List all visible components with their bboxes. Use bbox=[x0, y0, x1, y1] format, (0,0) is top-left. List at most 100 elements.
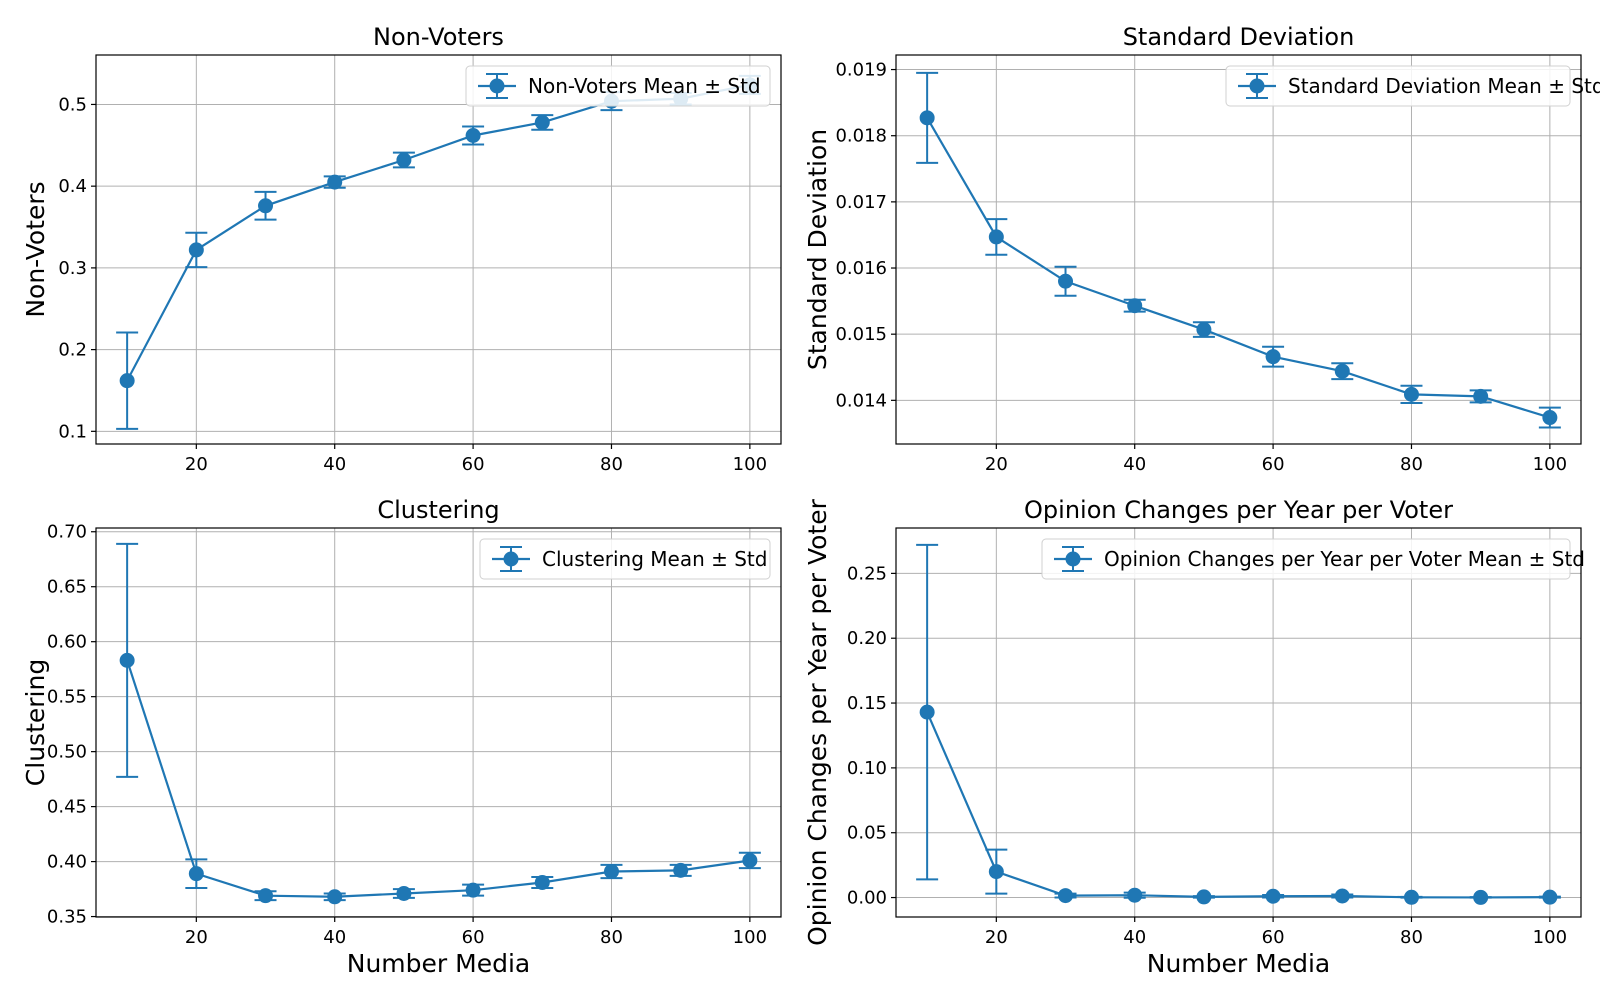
opinion-data-point-4 bbox=[1196, 889, 1212, 905]
clustering-data-point-9 bbox=[742, 852, 758, 868]
stddev-legend-label: Standard Deviation Mean ± Std bbox=[1288, 74, 1600, 98]
clustering-ylabel: Clustering bbox=[21, 659, 50, 786]
stddev-ytick-label-4: 0.018 bbox=[835, 126, 887, 147]
nonvoters-data-point-3 bbox=[327, 174, 343, 190]
opinion-ylabel: Opinion Changes per Year per Voter bbox=[803, 498, 832, 946]
opinion-title: Opinion Changes per Year per Voter bbox=[1024, 496, 1453, 524]
stddev-xtick-label-1: 40 bbox=[1123, 454, 1146, 475]
nonvoters-legend-label: Non-Voters Mean ± Std bbox=[528, 74, 761, 98]
nonvoters-xtick-label-4: 100 bbox=[733, 454, 767, 475]
clustering-legend-label: Clustering Mean ± Std bbox=[542, 547, 767, 571]
stddev-ytick-label-1: 0.015 bbox=[835, 324, 887, 345]
nonvoters-ytick-label-1: 0.2 bbox=[58, 340, 87, 361]
clustering-ytick-label-0: 0.35 bbox=[47, 907, 87, 928]
clustering-legend-box bbox=[479, 538, 771, 580]
nonvoters-xtick-label-1: 40 bbox=[323, 454, 346, 475]
clustering-xtick-label-0: 20 bbox=[185, 927, 208, 948]
stddev-legend: Standard Deviation Mean ± Std bbox=[1225, 65, 1600, 107]
opinion-xtick-label-2: 60 bbox=[1262, 927, 1285, 948]
stddev-ytick-label-0: 0.014 bbox=[835, 390, 887, 411]
nonvoters-ytick-label-2: 0.3 bbox=[58, 258, 87, 279]
clustering-data-point-7 bbox=[603, 863, 619, 879]
opinion-chart: 20 40 60 80 100 0.00 0.05 0.10 0.15 0.20 0.25 Opini… bbox=[803, 496, 1585, 978]
clustering-ytick-label-6: 0.65 bbox=[47, 577, 87, 598]
opinion-legend: Opinion Changes per Year per Voter Mean … bbox=[1041, 538, 1585, 580]
stddev-legend-marker bbox=[1249, 78, 1265, 94]
clustering-series-line bbox=[126, 660, 751, 898]
stddev-xtick-label-2: 60 bbox=[1262, 454, 1285, 475]
nonvoters-ylabel: Non-Voters bbox=[21, 181, 50, 317]
clustering-ytick-label-7: 0.70 bbox=[47, 522, 87, 543]
clustering-chart: 20 40 60 80 100 0.35 0.40 0.45 0.50 0.55 0.60 0.65 0… bbox=[21, 496, 782, 978]
stddev-data-point-1 bbox=[988, 229, 1004, 245]
nonvoters-data-point-0 bbox=[119, 373, 135, 389]
stddev-data-point-4 bbox=[1196, 322, 1212, 338]
clustering-data-point-5 bbox=[465, 882, 481, 898]
nonvoters-data-point-2 bbox=[258, 198, 274, 214]
opinion-legend-label: Opinion Changes per Year per Voter Mean … bbox=[1104, 547, 1585, 571]
nonvoters-ytick-label-0: 0.1 bbox=[58, 421, 87, 442]
stddev-title: Standard Deviation bbox=[1123, 23, 1355, 51]
clustering-ytick-label-2: 0.45 bbox=[47, 797, 87, 818]
nonvoters-legend: Non-Voters Mean ± Std bbox=[465, 65, 771, 107]
nonvoters-plot-frame bbox=[95, 54, 782, 445]
opinion-ytick-label-1: 0.05 bbox=[847, 823, 887, 844]
clustering-xtick-label-3: 80 bbox=[600, 927, 623, 948]
nonvoters-xtick-label-3: 80 bbox=[600, 454, 623, 475]
opinion-data-point-8 bbox=[1473, 889, 1489, 905]
stddev-xtick-label-0: 20 bbox=[985, 454, 1008, 475]
clustering-ytick-label-1: 0.40 bbox=[47, 852, 87, 873]
nonvoters-ytick-label-3: 0.4 bbox=[58, 176, 87, 197]
clustering-title: Clustering bbox=[377, 496, 499, 524]
opinion-legend-marker bbox=[1065, 551, 1081, 567]
stddev-data-point-9 bbox=[1542, 410, 1558, 426]
nonvoters-ytick-label-4: 0.5 bbox=[58, 94, 87, 115]
stddev-xtick-label-3: 80 bbox=[1400, 454, 1423, 475]
stddev-chart: 20 40 60 80 100 0.014 0.015 0.016 0.017 0.018 0.01… bbox=[803, 23, 1600, 475]
nonvoters-data-point-6 bbox=[534, 114, 550, 130]
opinion-data-point-0 bbox=[919, 704, 935, 720]
clustering-data-point-8 bbox=[673, 862, 689, 878]
stddev-data-point-0 bbox=[919, 110, 935, 126]
opinion-xtick-label-3: 80 bbox=[1400, 927, 1423, 948]
opinion-data-point-9 bbox=[1542, 889, 1558, 905]
clustering-data-point-6 bbox=[534, 874, 550, 890]
clustering-xtick-label-4: 100 bbox=[733, 927, 767, 948]
opinion-xlabel: Number Media bbox=[1147, 949, 1330, 978]
stddev-data-point-7 bbox=[1403, 386, 1419, 402]
stddev-data-point-5 bbox=[1265, 349, 1281, 365]
opinion-ytick-label-3: 0.15 bbox=[847, 693, 887, 714]
clustering-legend-marker bbox=[503, 551, 519, 567]
clustering-plot-frame bbox=[95, 527, 782, 918]
stddev-data-point-6 bbox=[1334, 363, 1350, 379]
opinion-legend-box bbox=[1041, 538, 1571, 580]
clustering-legend: Clustering Mean ± Std bbox=[479, 538, 771, 580]
nonvoters-xtick-label-2: 60 bbox=[462, 454, 485, 475]
stddev-ytick-label-3: 0.017 bbox=[835, 192, 887, 213]
opinion-xtick-label-0: 20 bbox=[985, 927, 1008, 948]
stddev-xtick-label-4: 100 bbox=[1533, 454, 1567, 475]
clustering-xtick-label-1: 40 bbox=[323, 927, 346, 948]
stddev-data-point-3 bbox=[1127, 298, 1143, 314]
opinion-data-point-7 bbox=[1403, 889, 1419, 905]
opinion-data-point-2 bbox=[1058, 888, 1074, 904]
opinion-xtick-label-4: 100 bbox=[1533, 927, 1567, 948]
stddev-ylabel: Standard Deviation bbox=[803, 129, 832, 370]
clustering-data-point-3 bbox=[327, 889, 343, 905]
stddev-data-point-8 bbox=[1473, 388, 1489, 404]
opinion-data-point-3 bbox=[1127, 887, 1143, 903]
opinion-ytick-label-0: 0.00 bbox=[847, 888, 887, 909]
clustering-xtick-label-2: 60 bbox=[462, 927, 485, 948]
clustering-ytick-label-4: 0.55 bbox=[47, 687, 87, 708]
opinion-series-line bbox=[926, 711, 1550, 899]
clustering-ytick-label-3: 0.50 bbox=[47, 742, 87, 763]
nonvoters-legend-box bbox=[465, 65, 771, 107]
clustering-data-point-4 bbox=[396, 885, 412, 901]
opinion-plot-frame bbox=[895, 527, 1582, 918]
stddev-data-point-2 bbox=[1058, 273, 1074, 289]
opinion-ytick-label-4: 0.20 bbox=[847, 628, 887, 649]
stddev-ytick-label-5: 0.019 bbox=[835, 60, 887, 81]
opinion-xtick-label-1: 40 bbox=[1123, 927, 1146, 948]
clustering-ytick-label-5: 0.60 bbox=[47, 632, 87, 653]
